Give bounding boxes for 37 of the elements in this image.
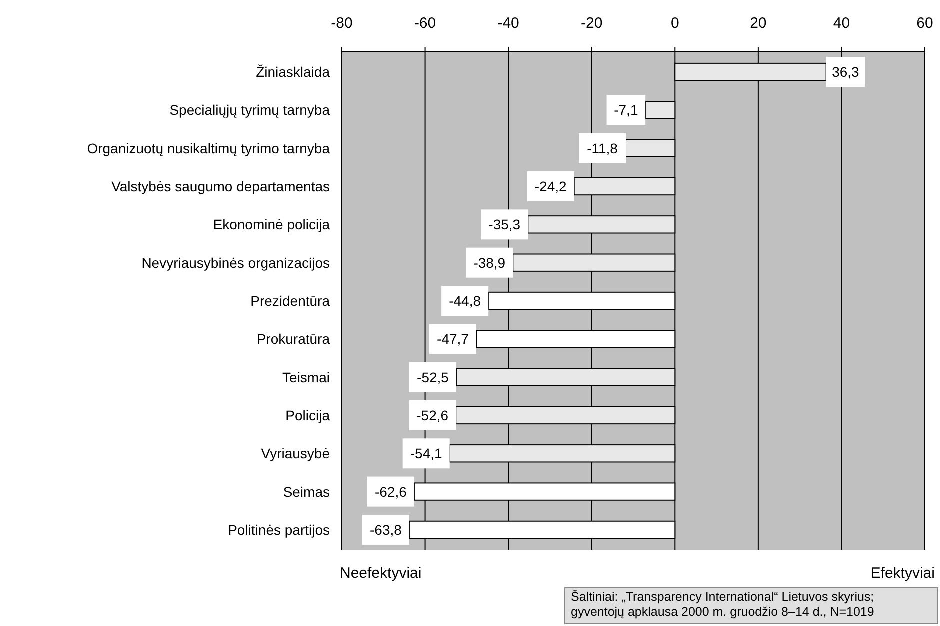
- data-label: 36,3: [832, 64, 860, 80]
- data-label: -47,7: [437, 331, 470, 348]
- data-label: -24,2: [534, 178, 568, 195]
- y-tick-label: Specialiųjų tyrimų tarnyba: [170, 102, 330, 118]
- data-label: -62,6: [375, 484, 408, 500]
- y-tick-label: Vyriausybė: [261, 446, 330, 462]
- text: Šaltiniai: „Transparency International“ Lietuvos skyrius; gyventojų apklausa 2000 m. gruodžio 8–14 d., N=1019: [571, 590, 874, 619]
- x-tick-label: 0: [670, 15, 680, 32]
- data-label: -54,1: [410, 446, 443, 462]
- data-label: -38,9: [474, 254, 506, 271]
- x-tick-label: 20: [750, 15, 767, 32]
- x-tick-label: -60: [414, 15, 436, 32]
- x-tick-label: 60: [916, 15, 934, 32]
- y-tick-label: Nevyriausybinės organizacijos: [142, 254, 330, 271]
- y-tick-label: Ekonominė policija: [213, 216, 330, 233]
- data-label: -7,1: [614, 102, 638, 118]
- data-label: -35,3: [488, 216, 521, 233]
- y-tick-label: Seimas: [283, 484, 330, 500]
- y-tick-label: Valstybės saugumo departamentas: [112, 178, 330, 195]
- x-tick-label: -20: [581, 15, 603, 32]
- data-label: -52,5: [417, 369, 450, 386]
- y-tick-label: Policija: [286, 407, 330, 424]
- y-tick-label: Prezidentūra: [250, 293, 330, 309]
- x-tick-label: -40: [498, 15, 520, 32]
- data-label: -11,8: [587, 140, 618, 156]
- x-tick-label: 40: [833, 15, 850, 32]
- data-label: -63,8: [370, 522, 402, 538]
- data-label: -44,8: [449, 293, 482, 309]
- x-tick-label: -80: [331, 15, 353, 32]
- data-label: -52,6: [416, 407, 449, 424]
- y-tick-label: Prokuratūra: [256, 331, 330, 348]
- y-tick-label: Organizuotų nusikaltimų tyrimo tarnyba: [87, 140, 330, 156]
- y-tick-label: Politinės partijos: [228, 522, 330, 538]
- y-tick-label: Žiniasklaida: [256, 64, 330, 80]
- text: Efektyviai: [870, 565, 935, 582]
- y-tick-label: Teismai: [282, 369, 330, 386]
- text: Neefektyviai: [340, 565, 422, 582]
